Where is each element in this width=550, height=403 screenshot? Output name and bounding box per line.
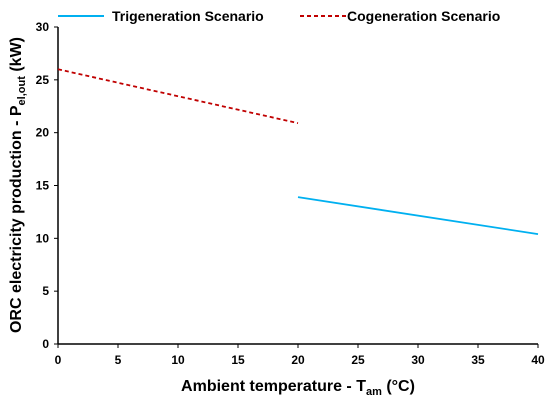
y-tick-label: 0: [42, 337, 49, 351]
x-tick-label: 20: [291, 353, 305, 367]
y-axis-title-sub: el,out: [16, 76, 28, 106]
x-tick-label: 15: [231, 353, 245, 367]
series-line-cogeneration: [57, 68, 299, 125]
y-ticks: 0 5 10 15 20 25 30: [36, 20, 58, 351]
legend-label-trigeneration: Trigeneration Scenario: [112, 8, 264, 24]
y-axis-title-main: ORC electricity production - P: [8, 105, 25, 333]
x-axis-title: Ambient temperature - Tam (°C): [181, 378, 415, 398]
x-tick-label: 5: [115, 353, 122, 367]
x-tick-label: 10: [171, 353, 185, 367]
series-group: [57, 68, 539, 235]
y-tick-label: 15: [36, 179, 50, 193]
x-tick-label: 40: [531, 353, 545, 367]
series-line-trigeneration: [297, 196, 539, 235]
x-axis-title-sub: am: [366, 386, 382, 398]
x-tick-label: 0: [55, 353, 62, 367]
y-tick-label: 10: [36, 231, 50, 245]
y-axis-title: ORC electricity production - Pel,out (kW…: [8, 37, 28, 333]
axes: [57, 27, 538, 345]
x-tick-label: 25: [351, 353, 365, 367]
y-tick-label: 5: [42, 284, 49, 298]
x-axis-title-unit: (°C): [382, 378, 415, 395]
x-tick-label: 30: [411, 353, 425, 367]
legend-label-cogeneration: Cogeneration Scenario: [347, 8, 500, 24]
x-axis-title-main: Ambient temperature - T: [181, 378, 366, 395]
legend: Trigeneration Scenario Cogeneration Scen…: [58, 8, 500, 24]
x-tick-label: 35: [471, 353, 485, 367]
x-ticks: 0 5 10 15 20 25 30 35 40: [55, 344, 545, 367]
y-tick-label: 25: [36, 73, 50, 87]
y-tick-label: 30: [36, 20, 50, 34]
y-tick-label: 20: [36, 126, 50, 140]
y-axis-title-unit: (kW): [8, 37, 25, 76]
